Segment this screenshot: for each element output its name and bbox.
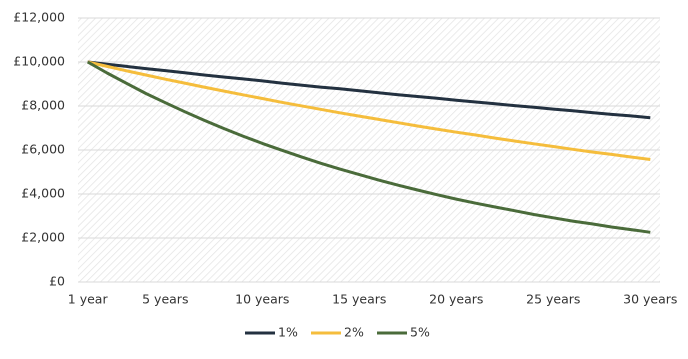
x-tick-label: 5 years [142, 292, 188, 307]
x-tick-label: 1 year [68, 292, 109, 307]
x-tick-label: 25 years [526, 292, 580, 307]
series-line [87, 60, 651, 161]
legend-label: 5% [410, 325, 430, 340]
x-tick-label: 30 years [623, 292, 677, 307]
x-tick-label: 20 years [429, 292, 483, 307]
y-tick-label: £12,000 [13, 10, 65, 25]
series-line [87, 60, 651, 120]
legend-label: 2% [344, 325, 364, 340]
y-tick-label: £8,000 [21, 98, 65, 113]
y-tick-label: £4,000 [21, 186, 65, 201]
series-line [86, 60, 651, 234]
x-tick-label: 10 years [235, 292, 289, 307]
legend-label: 1% [278, 325, 298, 340]
y-tick-label: £2,000 [21, 230, 65, 245]
y-tick-label: £10,000 [13, 54, 65, 69]
y-tick-label: £6,000 [21, 142, 65, 157]
y-tick-label: £0 [49, 274, 65, 289]
x-tick-label: 15 years [332, 292, 386, 307]
